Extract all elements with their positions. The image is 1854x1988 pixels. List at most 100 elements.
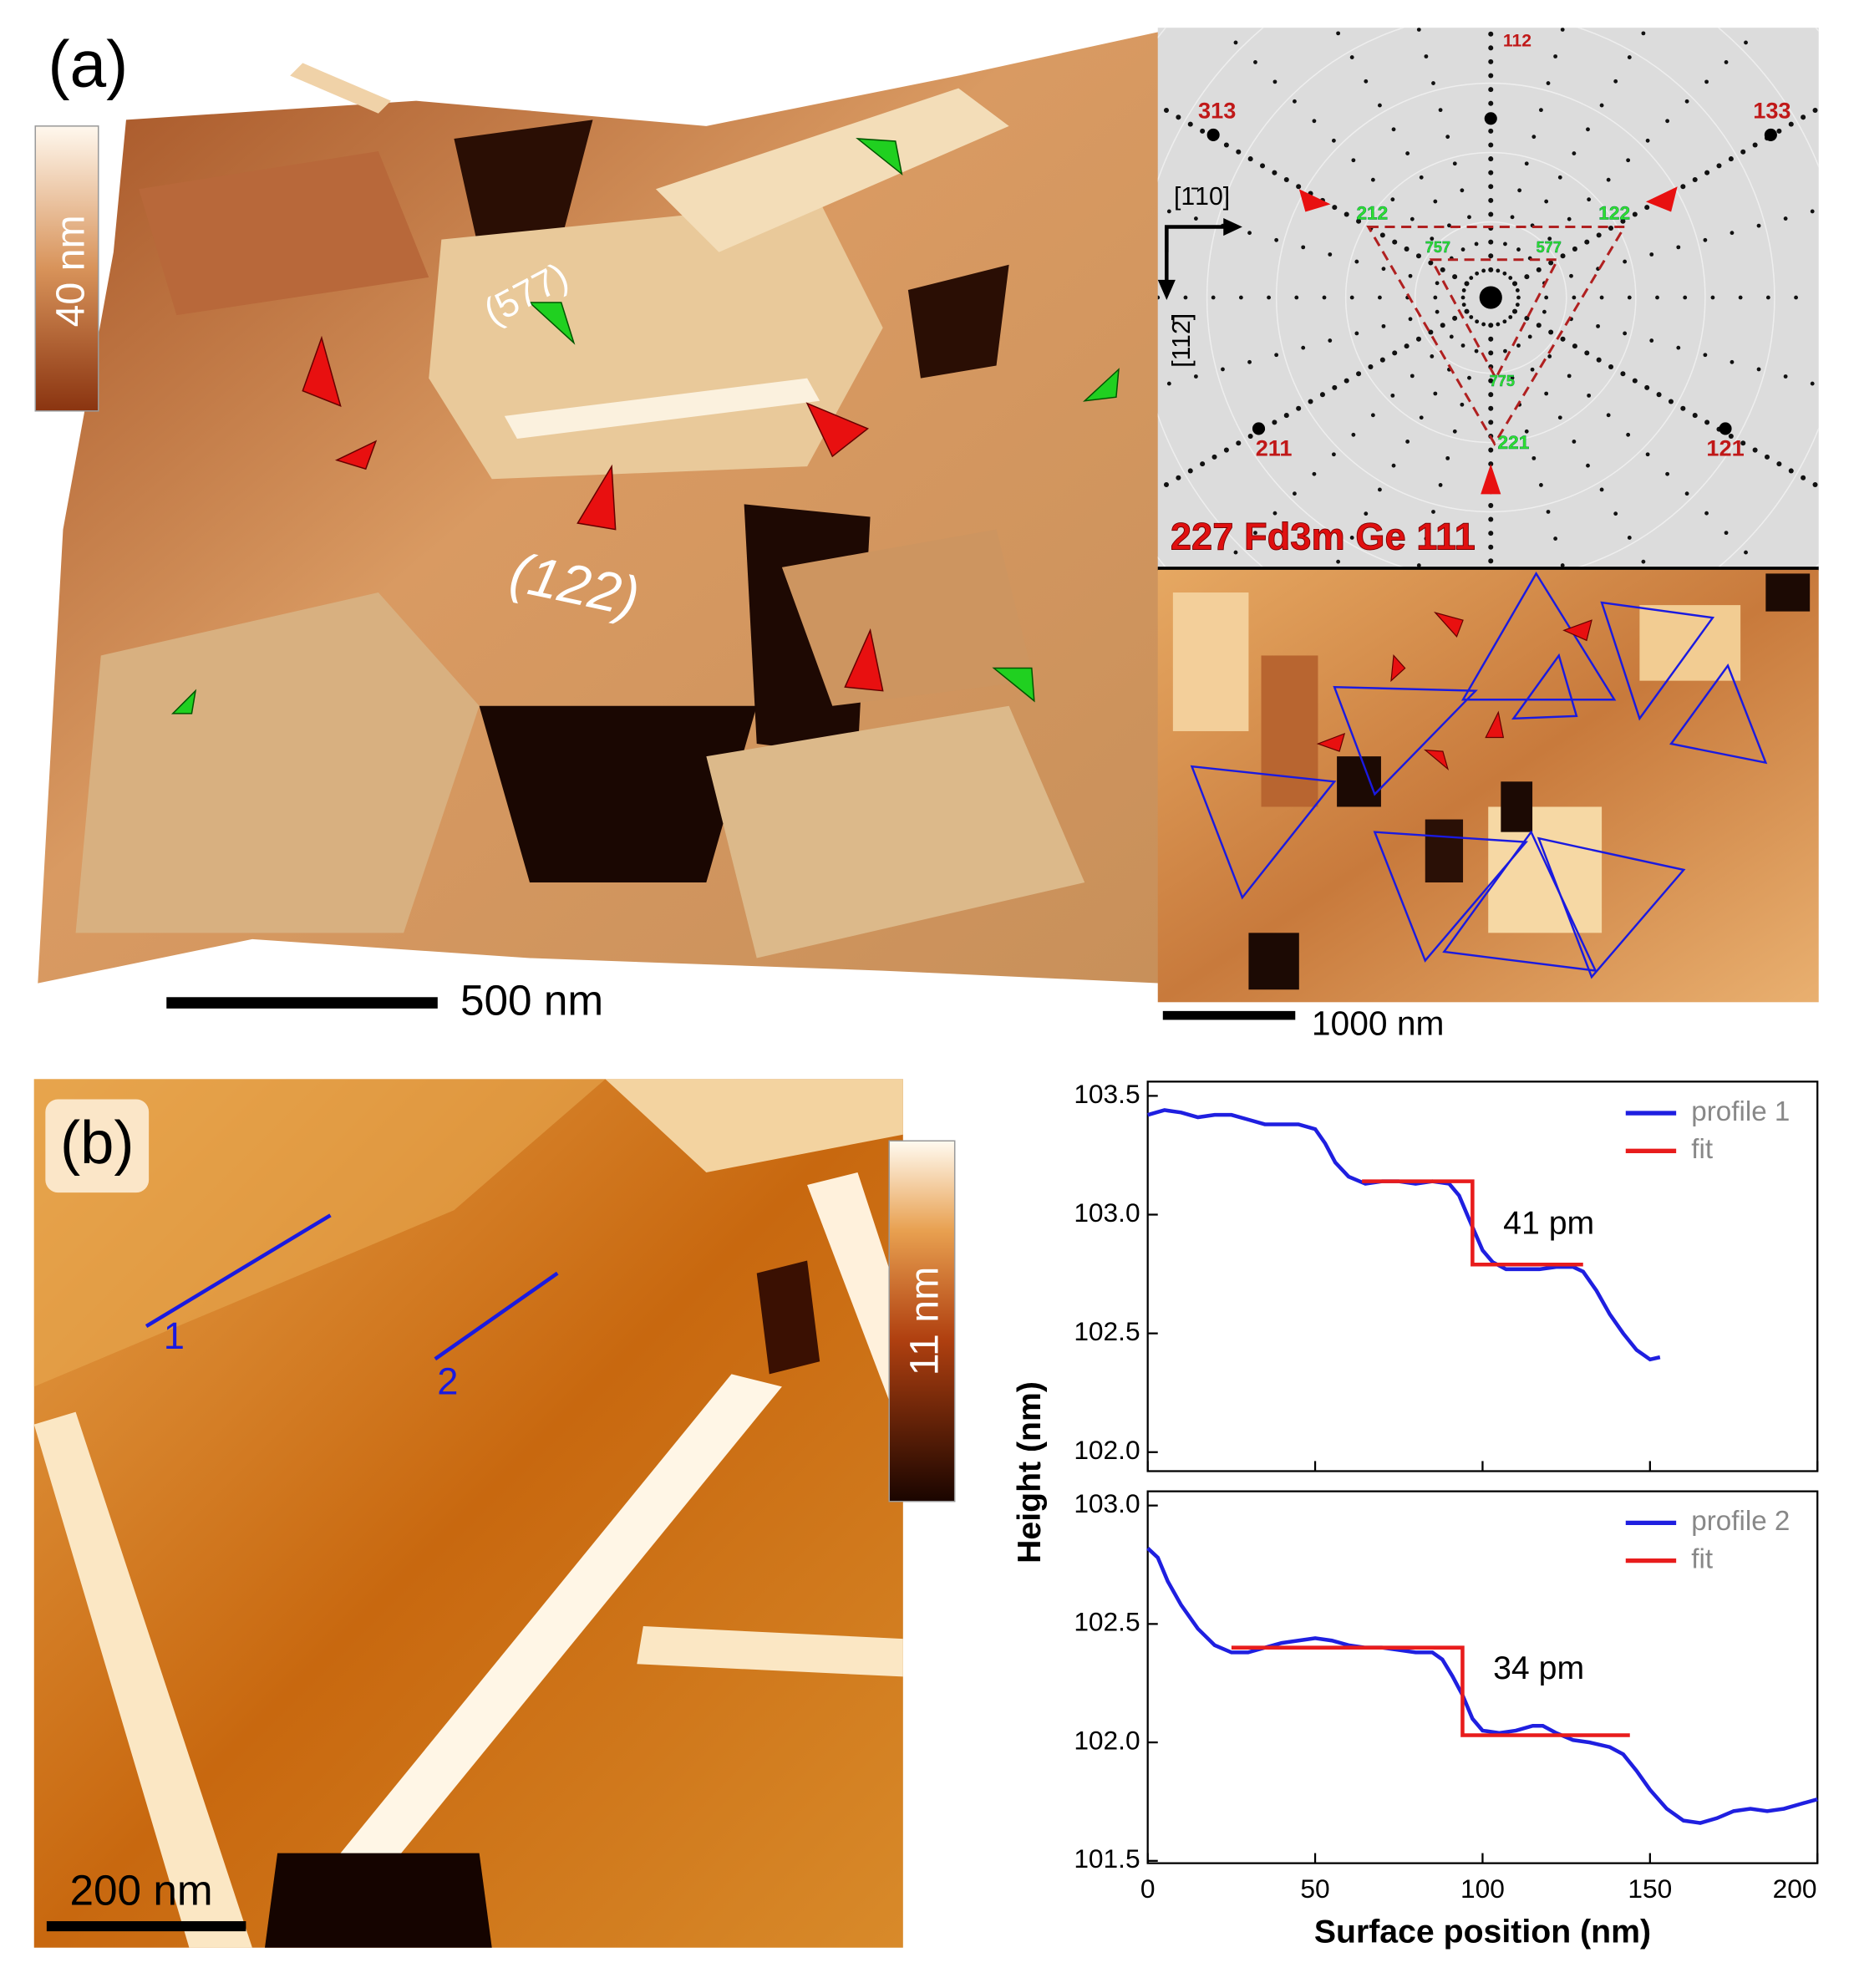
projection-dot [1296, 405, 1302, 411]
projection-dot [1211, 295, 1216, 300]
projection-dot [1613, 79, 1618, 84]
projection-dot [1703, 237, 1708, 242]
projection-dot [1572, 343, 1577, 349]
label-box [45, 1099, 150, 1193]
projection-circle [1275, 82, 1706, 513]
projection-dot [1560, 563, 1565, 567]
projection-dot [1599, 487, 1604, 492]
projection-dot [1825, 101, 1830, 106]
projection-dot [1379, 357, 1385, 363]
projection-dot [1544, 199, 1549, 204]
projection-dot [1301, 345, 1306, 350]
projection-dot [1606, 413, 1611, 418]
projection-dot [1626, 158, 1631, 163]
projection-dot [1390, 393, 1395, 398]
projection-dot [1716, 163, 1722, 169]
projection-dot [1272, 79, 1277, 84]
panel-label: (b) [60, 1109, 135, 1177]
projection-dot [1510, 215, 1515, 220]
series-line [1231, 1645, 1630, 1737]
colorbar [888, 1140, 956, 1502]
projection-dot [1776, 461, 1782, 467]
projection-dot [1649, 252, 1654, 257]
zone-label: 122 [1598, 202, 1630, 223]
projection-dot [1433, 199, 1438, 204]
projection-dot [1488, 447, 1494, 453]
projection-dot [1332, 384, 1338, 390]
x-tick-label: 50 [1300, 1874, 1329, 1904]
scale-bar [1162, 1010, 1296, 1020]
projection-dot [1408, 317, 1413, 322]
projection-dot [1752, 142, 1758, 148]
projection-dot [1428, 260, 1434, 266]
projection-dot [1163, 107, 1170, 114]
facet-arrows [170, 138, 1120, 714]
projection-dot [1836, 496, 1841, 501]
projection-dot [1410, 1, 1414, 5]
projection-circle [1344, 151, 1637, 444]
projection-dot [1515, 303, 1520, 308]
projection-dot [1247, 231, 1252, 236]
projection-dot [1488, 531, 1494, 536]
projection-dot [1821, 296, 1826, 300]
projection-dot [1623, 259, 1628, 264]
projection-dot [1502, 271, 1507, 276]
projection-pole [1479, 286, 1502, 309]
projection-dot [1283, 413, 1289, 419]
projection-pole [1719, 422, 1732, 435]
projection-dot [1379, 232, 1385, 238]
projection-dot [1274, 237, 1279, 242]
projection-dot [1460, 295, 1465, 300]
projection-dot [1488, 170, 1494, 175]
projection-dot [1293, 99, 1297, 104]
projection-dot [1692, 176, 1698, 182]
colorbar [34, 125, 99, 412]
projection-dot [1431, 510, 1435, 514]
projection-dot [1516, 343, 1521, 348]
projection-dot [1627, 55, 1632, 60]
projection-dot [1756, 367, 1761, 372]
projection-dot [1328, 338, 1333, 343]
projection-dot [1676, 245, 1681, 250]
projection-dot [1850, 296, 1854, 300]
projection-dot [1676, 345, 1681, 350]
projection-dot [1236, 440, 1242, 446]
projection-dot [1214, 21, 1218, 25]
profile-label: 1 [164, 1314, 185, 1357]
projection-dots [1157, 1, 1854, 567]
projection-dot [1349, 55, 1354, 60]
projection-dot [1236, 149, 1242, 155]
projection-dot [1649, 338, 1654, 343]
y-tick-label: 102.5 [1074, 1607, 1140, 1637]
projection-dot [1560, 253, 1566, 259]
projection-dot [1849, 87, 1854, 92]
projection-dot [1724, 59, 1729, 64]
projection-dot [1684, 491, 1689, 496]
projection-dot [1336, 31, 1341, 36]
projection-dot [1200, 461, 1206, 467]
y-tick-label: 101.5 [1074, 1843, 1140, 1874]
projection-dot [1488, 87, 1494, 93]
scale-bar [166, 997, 438, 1009]
projection-dot [1837, 389, 1841, 393]
projection-dot [1626, 432, 1631, 437]
plot-frame [1146, 1490, 1819, 1864]
projection-dot [1354, 331, 1359, 336]
projection-dot [1378, 295, 1382, 300]
projection-dot [1419, 415, 1424, 420]
projection-dot [1488, 350, 1494, 356]
projection-dot [1408, 273, 1413, 278]
projection-dot [1193, 374, 1198, 379]
projection-dot [1544, 391, 1549, 396]
projection-dot [1469, 276, 1474, 280]
projection-dot [1539, 108, 1543, 113]
projection-dot [1488, 128, 1494, 134]
projection-dot [1378, 103, 1382, 108]
projection-dot [1247, 156, 1253, 162]
direction-label: [1̄10] [1174, 183, 1230, 211]
projection-dot [1641, 31, 1646, 36]
projection-dot [1460, 402, 1465, 407]
projection-dot [1668, 399, 1674, 404]
projection-dot [1428, 329, 1434, 335]
